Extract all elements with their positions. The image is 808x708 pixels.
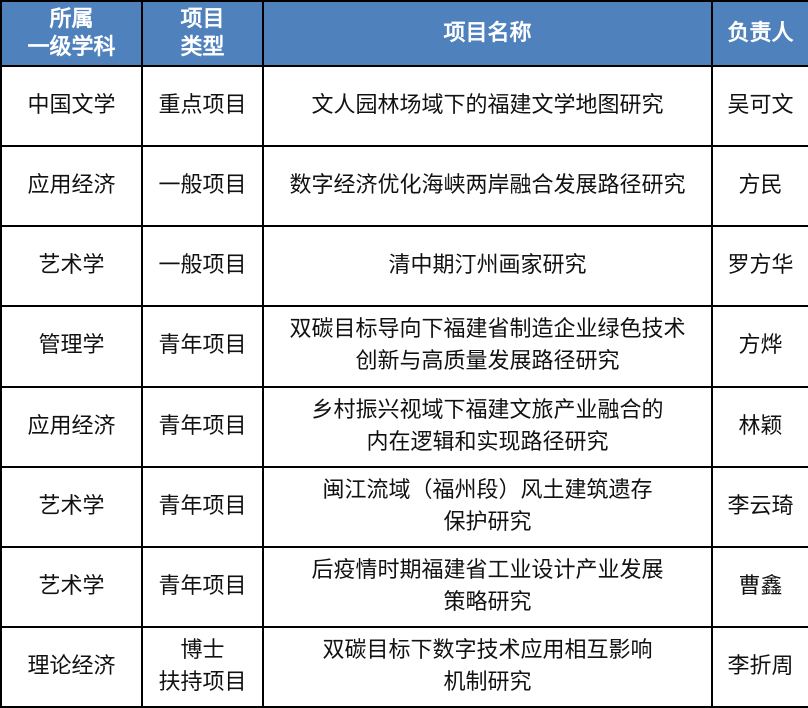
cell-type: 青年项目 xyxy=(141,465,264,548)
table-row: 艺术学 青年项目 闽江流域（福州段）风土建筑遗存 保护研究 李云琦 xyxy=(0,465,808,548)
header-type: 项目 类型 xyxy=(141,0,264,67)
table-row: 应用经济 青年项目 乡村振兴视域下福建文旅产业融合的 内在逻辑和实现路径研究 林颖 xyxy=(0,385,808,468)
cell-leader: 吴可文 xyxy=(711,64,808,148)
table-row: 艺术学 青年项目 后疫情时期福建省工业设计产业发展 策略研究 曹鑫 xyxy=(0,545,808,628)
header-name: 项目名称 xyxy=(262,0,713,67)
cell-leader: 李云琦 xyxy=(711,465,808,548)
cell-leader: 方民 xyxy=(711,145,808,228)
cell-leader: 林颖 xyxy=(711,385,808,468)
cell-leader: 曹鑫 xyxy=(711,545,808,628)
cell-discipline: 理论经济 xyxy=(0,625,143,708)
cell-type: 博士 扶持项目 xyxy=(141,625,264,708)
cell-discipline: 艺术学 xyxy=(0,545,143,628)
cell-discipline: 中国文学 xyxy=(0,64,143,148)
cell-type: 一般项目 xyxy=(141,145,264,228)
header-row: 所属 一级学科 项目 类型 项目名称 负责人 xyxy=(0,0,808,67)
cell-type: 重点项目 xyxy=(141,64,264,148)
header-leader: 负责人 xyxy=(711,0,808,67)
cell-project-name: 双碳目标下数字技术应用相互影响 机制研究 xyxy=(262,625,713,708)
cell-leader: 李折周 xyxy=(711,625,808,708)
cell-leader: 方烨 xyxy=(711,305,808,388)
cell-type: 青年项目 xyxy=(141,545,264,628)
cell-discipline: 应用经济 xyxy=(0,145,143,228)
table-row: 理论经济 博士 扶持项目 双碳目标下数字技术应用相互影响 机制研究 李折周 xyxy=(0,625,808,708)
cell-project-name: 闽江流域（福州段）风土建筑遗存 保护研究 xyxy=(262,465,713,548)
table-row: 艺术学 一般项目 清中期汀州画家研究 罗方华 xyxy=(0,225,808,308)
table-row: 中国文学 重点项目 文人园林场域下的福建文学地图研究 吴可文 xyxy=(0,64,808,148)
table-row: 应用经济 一般项目 数字经济优化海峡两岸融合发展路径研究 方民 xyxy=(0,145,808,228)
cell-project-name: 清中期汀州画家研究 xyxy=(262,225,713,308)
cell-discipline: 艺术学 xyxy=(0,225,143,308)
cell-leader: 罗方华 xyxy=(711,225,808,308)
cell-type: 青年项目 xyxy=(141,305,264,388)
cell-discipline: 艺术学 xyxy=(0,465,143,548)
cell-discipline: 管理学 xyxy=(0,305,143,388)
cell-type: 一般项目 xyxy=(141,225,264,308)
cell-project-name: 文人园林场域下的福建文学地图研究 xyxy=(262,64,713,148)
table-row: 管理学 青年项目 双碳目标导向下福建省制造企业绿色技术 创新与高质量发展路径研究 方烨 xyxy=(0,305,808,388)
cell-project-name: 乡村振兴视域下福建文旅产业融合的 内在逻辑和实现路径研究 xyxy=(262,385,713,468)
header-discipline: 所属 一级学科 xyxy=(0,0,143,67)
cell-project-name: 数字经济优化海峡两岸融合发展路径研究 xyxy=(262,145,713,228)
cell-discipline: 应用经济 xyxy=(0,385,143,468)
cell-project-name: 双碳目标导向下福建省制造企业绿色技术 创新与高质量发展路径研究 xyxy=(262,305,713,388)
cell-project-name: 后疫情时期福建省工业设计产业发展 策略研究 xyxy=(262,545,713,628)
cell-type: 青年项目 xyxy=(141,385,264,468)
